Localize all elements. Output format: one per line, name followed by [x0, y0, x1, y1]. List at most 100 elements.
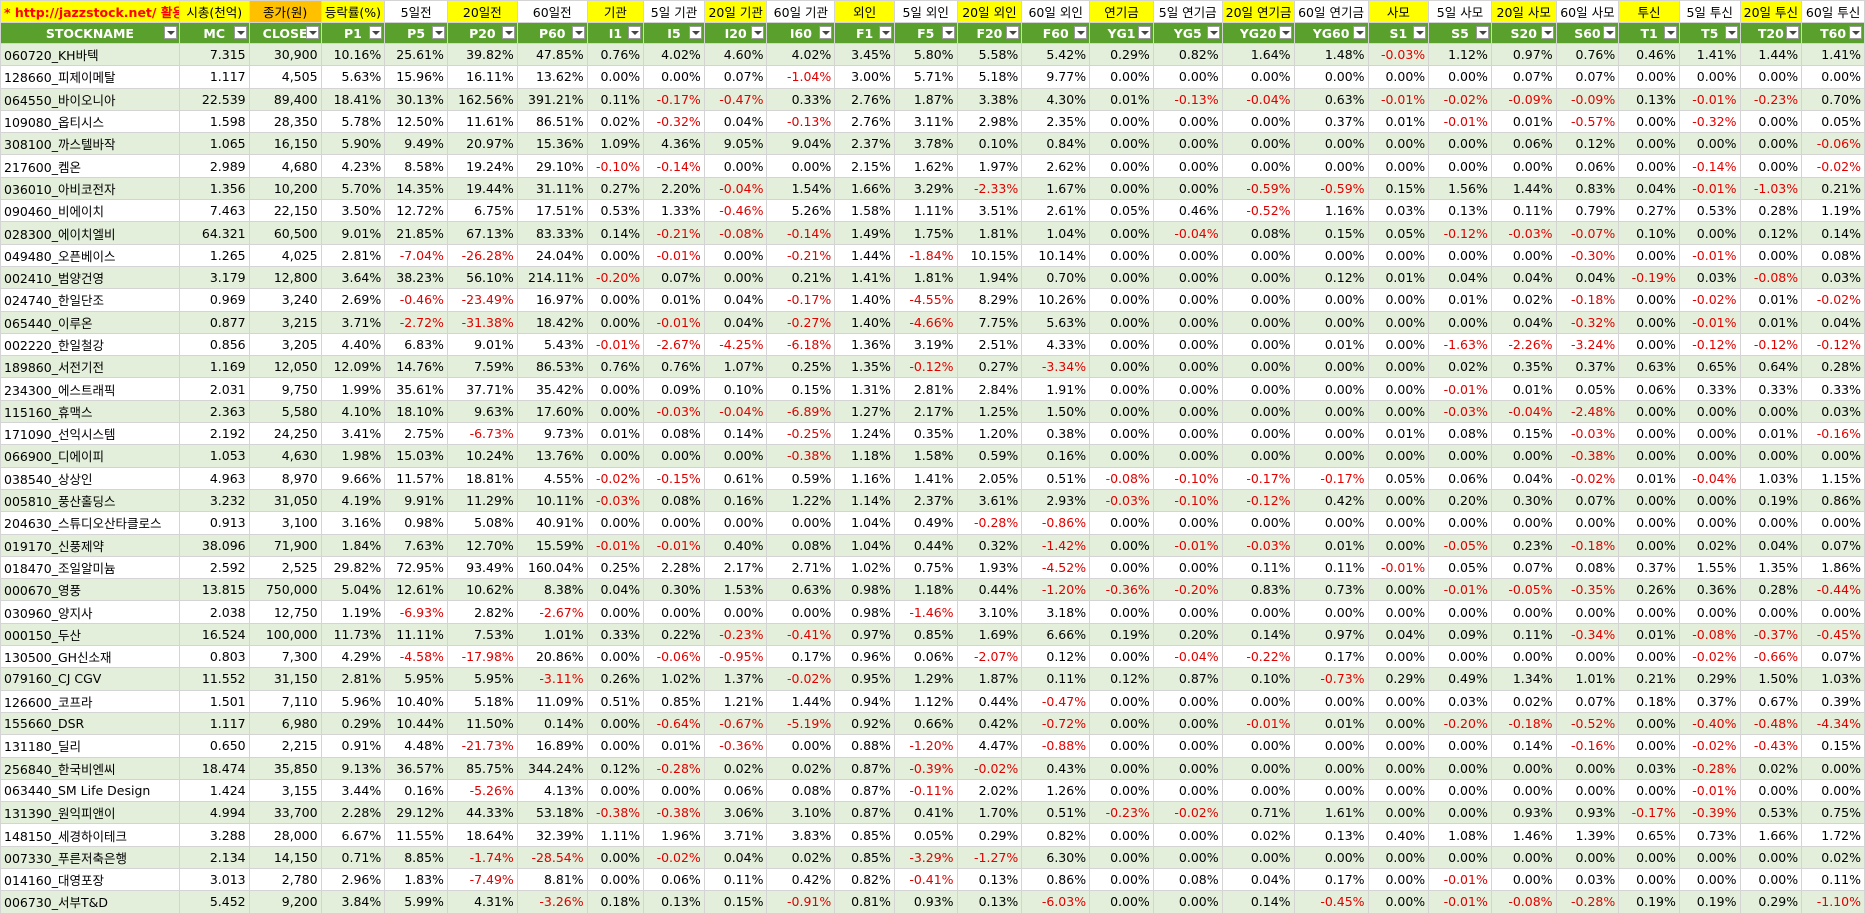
cell-s20[interactable]: 1.34%: [1490, 667, 1557, 691]
cell-f5[interactable]: 0.93%: [893, 890, 958, 914]
cell-i60[interactable]: 5.26%: [766, 199, 836, 223]
cell-i60[interactable]: -0.14%: [766, 221, 836, 245]
cell-i60[interactable]: 0.02%: [766, 845, 836, 869]
cell-yg20[interactable]: -0.01%: [1221, 711, 1295, 736]
cell-p5[interactable]: 0.16%: [384, 778, 448, 803]
cell-i5[interactable]: -2.67%: [643, 332, 705, 357]
cell-yg60[interactable]: 0.00%: [1293, 288, 1369, 312]
cell-stockname[interactable]: 018470_조일알미늄: [0, 555, 180, 580]
cell-p60[interactable]: 17.60%: [516, 399, 588, 424]
cell-p20[interactable]: -26.28%: [446, 243, 518, 267]
cell-close[interactable]: 9,750: [248, 377, 322, 401]
cell-yg20[interactable]: 0.00%: [1221, 845, 1295, 869]
cell-f1[interactable]: 2.15%: [834, 154, 895, 178]
cell-p60[interactable]: 5.43%: [516, 332, 588, 357]
cell-p60[interactable]: 13.76%: [516, 444, 588, 468]
cell-s5[interactable]: 0.02%: [1428, 355, 1492, 379]
cell-i20[interactable]: 0.61%: [703, 466, 768, 490]
cell-p60[interactable]: 16.89%: [516, 734, 588, 758]
cell-p5[interactable]: 8.85%: [384, 845, 448, 869]
cell-p1[interactable]: 5.70%: [320, 176, 386, 201]
cell-f60[interactable]: -0.88%: [1021, 734, 1091, 758]
cell-stockname[interactable]: 115160_휴맥스: [0, 399, 180, 424]
cell-p1[interactable]: 18.41%: [320, 87, 386, 111]
cell-p5[interactable]: 11.11%: [384, 622, 448, 647]
cell-t5[interactable]: 0.03%: [1678, 265, 1741, 290]
cell-s5[interactable]: 0.08%: [1428, 422, 1492, 446]
cell-f1[interactable]: 1.18%: [834, 444, 895, 468]
cell-t20[interactable]: 0.64%: [1739, 355, 1803, 379]
cell-t1[interactable]: 0.00%: [1618, 711, 1680, 736]
cell-p20[interactable]: 7.59%: [446, 355, 518, 379]
cell-yg5[interactable]: 0.00%: [1152, 778, 1223, 803]
cell-yg5[interactable]: 0.82%: [1152, 42, 1223, 67]
cell-p1[interactable]: 2.28%: [320, 801, 386, 825]
column-header-t5[interactable]: T5: [1678, 22, 1741, 44]
cell-stockname[interactable]: 171090_선익시스템: [0, 422, 180, 446]
cell-yg60[interactable]: 0.13%: [1293, 823, 1369, 847]
cell-p5[interactable]: 4.48%: [384, 734, 448, 758]
cell-f5[interactable]: -0.11%: [893, 778, 958, 803]
cell-yg60[interactable]: 0.00%: [1293, 132, 1369, 156]
cell-t60[interactable]: 0.03%: [1801, 265, 1865, 290]
cell-yg1[interactable]: 0.01%: [1089, 87, 1154, 111]
cell-s60[interactable]: 0.08%: [1555, 555, 1620, 580]
cell-t5[interactable]: 0.00%: [1678, 600, 1741, 624]
cell-mc[interactable]: 64.321: [178, 221, 250, 245]
cell-mc[interactable]: 0.856: [178, 332, 250, 357]
cell-s20[interactable]: -0.08%: [1490, 890, 1557, 914]
filter-dropdown-icon[interactable]: [1352, 26, 1366, 39]
cell-i1[interactable]: 0.11%: [586, 87, 645, 111]
cell-i5[interactable]: 0.85%: [643, 689, 705, 713]
cell-t5[interactable]: 0.00%: [1678, 65, 1741, 89]
cell-i5[interactable]: 0.00%: [643, 65, 705, 89]
cell-yg5[interactable]: 0.00%: [1152, 734, 1223, 758]
cell-s1[interactable]: 0.00%: [1367, 444, 1430, 468]
cell-t20[interactable]: 0.00%: [1739, 867, 1803, 892]
cell-i60[interactable]: -0.25%: [766, 422, 836, 446]
cell-f5[interactable]: 1.87%: [893, 87, 958, 111]
cell-s1[interactable]: 0.00%: [1367, 533, 1430, 557]
cell-yg1[interactable]: 0.00%: [1089, 600, 1154, 624]
filter-dropdown-icon[interactable]: [1724, 26, 1738, 39]
cell-s5[interactable]: 0.00%: [1428, 444, 1492, 468]
cell-f1[interactable]: 1.44%: [834, 243, 895, 267]
cell-f5[interactable]: 0.35%: [893, 422, 958, 446]
cell-s60[interactable]: -0.16%: [1555, 734, 1620, 758]
cell-s5[interactable]: -0.01%: [1428, 377, 1492, 401]
cell-t20[interactable]: 0.04%: [1739, 533, 1803, 557]
cell-f60[interactable]: 0.86%: [1021, 867, 1091, 892]
column-header-f60[interactable]: F60: [1021, 22, 1091, 44]
cell-p20[interactable]: 5.95%: [446, 667, 518, 691]
cell-p1[interactable]: 0.91%: [320, 734, 386, 758]
cell-p1[interactable]: 1.99%: [320, 377, 386, 401]
cell-f20[interactable]: 1.20%: [956, 422, 1023, 446]
cell-t5[interactable]: 0.65%: [1678, 355, 1741, 379]
cell-p60[interactable]: 18.42%: [516, 310, 588, 334]
cell-s5[interactable]: 1.56%: [1428, 176, 1492, 201]
cell-i60[interactable]: 4.02%: [766, 42, 836, 67]
cell-t1[interactable]: 0.46%: [1618, 42, 1680, 67]
cell-yg5[interactable]: 0.00%: [1152, 176, 1223, 201]
cell-yg1[interactable]: 0.00%: [1089, 399, 1154, 424]
cell-yg1[interactable]: 0.12%: [1089, 667, 1154, 691]
cell-stockname[interactable]: 126600_코프라: [0, 689, 180, 713]
cell-stockname[interactable]: 130500_GH신소재: [0, 645, 180, 669]
cell-mc[interactable]: 7.463: [178, 199, 250, 223]
cell-s20[interactable]: -0.03%: [1490, 221, 1557, 245]
cell-f20[interactable]: 0.44%: [956, 689, 1023, 713]
cell-f1[interactable]: 1.04%: [834, 533, 895, 557]
cell-s20[interactable]: 0.11%: [1490, 622, 1557, 647]
cell-mc[interactable]: 1.598: [178, 109, 250, 134]
cell-yg5[interactable]: -0.04%: [1152, 221, 1223, 245]
cell-f60[interactable]: 0.84%: [1021, 132, 1091, 156]
cell-yg60[interactable]: 0.15%: [1293, 221, 1369, 245]
cell-f60[interactable]: 1.67%: [1021, 176, 1091, 201]
cell-p20[interactable]: 44.33%: [446, 801, 518, 825]
cell-t1[interactable]: 0.03%: [1618, 756, 1680, 780]
cell-i20[interactable]: -0.95%: [703, 645, 768, 669]
cell-s1[interactable]: 0.03%: [1367, 199, 1430, 223]
cell-i20[interactable]: 0.00%: [703, 444, 768, 468]
cell-yg20[interactable]: -0.03%: [1221, 533, 1295, 557]
cell-f1[interactable]: 0.87%: [834, 801, 895, 825]
